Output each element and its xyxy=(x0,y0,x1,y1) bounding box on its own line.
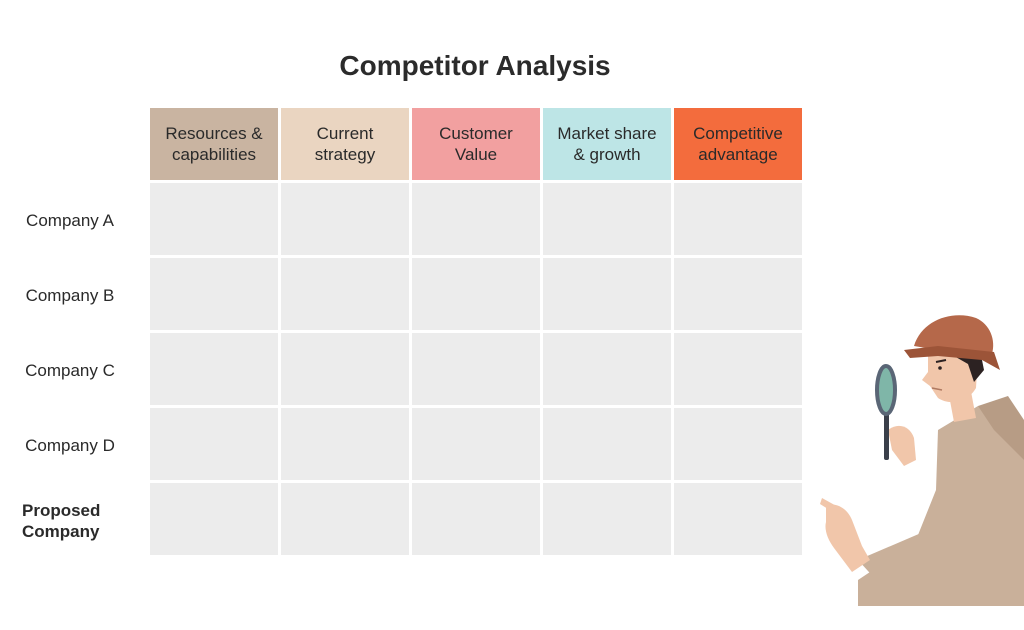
table-cell[interactable] xyxy=(543,408,671,480)
column-header-competitive-advantage: Competitive advantage xyxy=(674,108,802,180)
table-cell[interactable] xyxy=(150,183,278,255)
table-cell[interactable] xyxy=(543,183,671,255)
table-cell[interactable] xyxy=(281,333,409,405)
table-cell[interactable] xyxy=(150,483,278,555)
column-header-resources: Resources & capabilities xyxy=(150,108,278,180)
table-cell[interactable] xyxy=(412,483,540,555)
table-cell[interactable] xyxy=(543,483,671,555)
table-cell[interactable] xyxy=(412,408,540,480)
table-cell[interactable] xyxy=(674,183,802,255)
table-cell[interactable] xyxy=(412,333,540,405)
table-cell[interactable] xyxy=(674,258,802,330)
column-header-strategy: Current strategy xyxy=(281,108,409,180)
table-cell[interactable] xyxy=(150,258,278,330)
row-labels: Company A Company B Company C Company D … xyxy=(0,183,140,558)
table-cell[interactable] xyxy=(674,408,802,480)
table-cell[interactable] xyxy=(543,258,671,330)
competitor-table: Resources & capabilities Current strategy … xyxy=(150,108,802,555)
row-label-company-c: Company C xyxy=(25,360,115,380)
table-cell[interactable] xyxy=(412,258,540,330)
table-cell[interactable] xyxy=(412,183,540,255)
table-cell[interactable] xyxy=(281,483,409,555)
table-cell[interactable] xyxy=(150,333,278,405)
column-header-market-share: Market share & growth xyxy=(543,108,671,180)
table-cell[interactable] xyxy=(150,408,278,480)
detective-with-magnifying-glass-icon xyxy=(820,315,1024,606)
column-header-customer-value: Customer Value xyxy=(412,108,540,180)
column-header-label: Market share & growth xyxy=(557,124,657,164)
column-header-label: Competitive advantage xyxy=(693,124,783,164)
row-label-proposed-company: Proposed Company xyxy=(22,500,101,541)
row-label-company-b: Company B xyxy=(25,285,115,305)
column-header-label: Resources & capabilities xyxy=(165,124,263,164)
table-cell[interactable] xyxy=(281,408,409,480)
table-cell[interactable] xyxy=(674,483,802,555)
row-label-company-a: Company A xyxy=(26,210,114,230)
table-cell[interactable] xyxy=(674,333,802,405)
column-header-label: Current strategy xyxy=(314,124,376,164)
row-label-company-d: Company D xyxy=(25,435,115,455)
page-title: Competitor Analysis xyxy=(339,50,611,81)
table-cell[interactable] xyxy=(543,333,671,405)
column-header-label: Customer Value xyxy=(439,124,513,164)
table-cell[interactable] xyxy=(281,258,409,330)
table-cell[interactable] xyxy=(281,183,409,255)
